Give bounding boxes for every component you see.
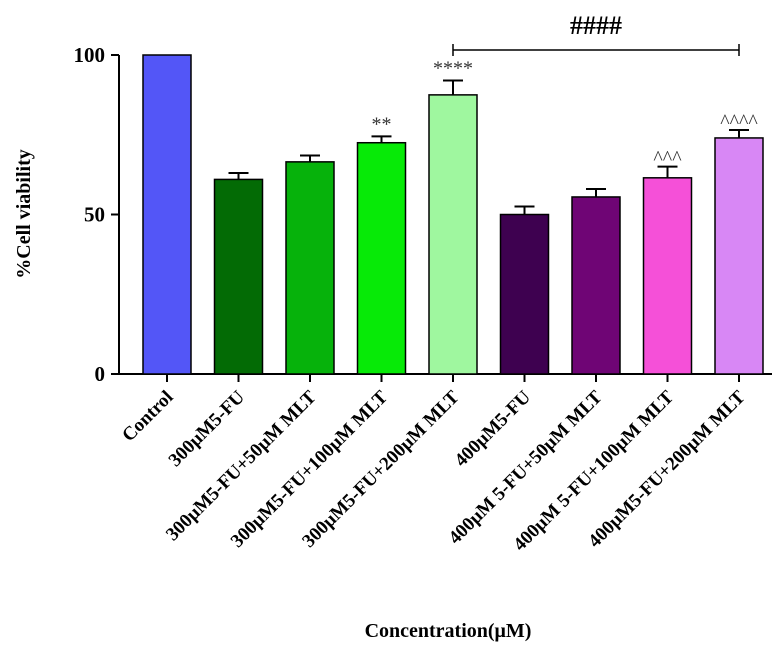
comparison-bracket: #### [452, 11, 740, 56]
error-bar [443, 79, 463, 95]
bracket-label: #### [570, 11, 622, 40]
bar [142, 54, 192, 375]
error-bar [371, 135, 392, 143]
bar [428, 94, 478, 375]
x-axis-title: Concentration(μM) [365, 620, 532, 642]
significance-marker: ** [372, 113, 392, 135]
bar [499, 213, 550, 375]
y-axis: 0 50 100 [74, 43, 120, 386]
bar [642, 177, 693, 375]
error-bar [514, 205, 535, 215]
significance-marker: ^^^^ [720, 111, 758, 133]
x-tick-label: Control [118, 387, 177, 446]
bar [714, 137, 764, 375]
significance-marker: ^^^ [653, 148, 682, 170]
error-bar [586, 187, 606, 197]
error-bar [228, 172, 249, 180]
significance-markers-group: ******^^^^^^^ [372, 58, 759, 170]
error-bar [300, 154, 320, 162]
bar [356, 141, 407, 375]
error-bar [729, 128, 749, 138]
y-tick-label: 50 [84, 203, 105, 227]
y-tick-label: 100 [74, 43, 106, 67]
bar [285, 161, 335, 375]
error-bars-group [228, 79, 749, 215]
significance-marker: **** [433, 58, 473, 80]
bars-group [142, 54, 764, 375]
bar [571, 196, 621, 375]
bar [213, 178, 264, 375]
error-bar [657, 165, 678, 178]
y-axis-title: %Cell viability [13, 149, 35, 278]
bracket-line [452, 44, 740, 56]
y-tick-label: 0 [95, 362, 106, 386]
